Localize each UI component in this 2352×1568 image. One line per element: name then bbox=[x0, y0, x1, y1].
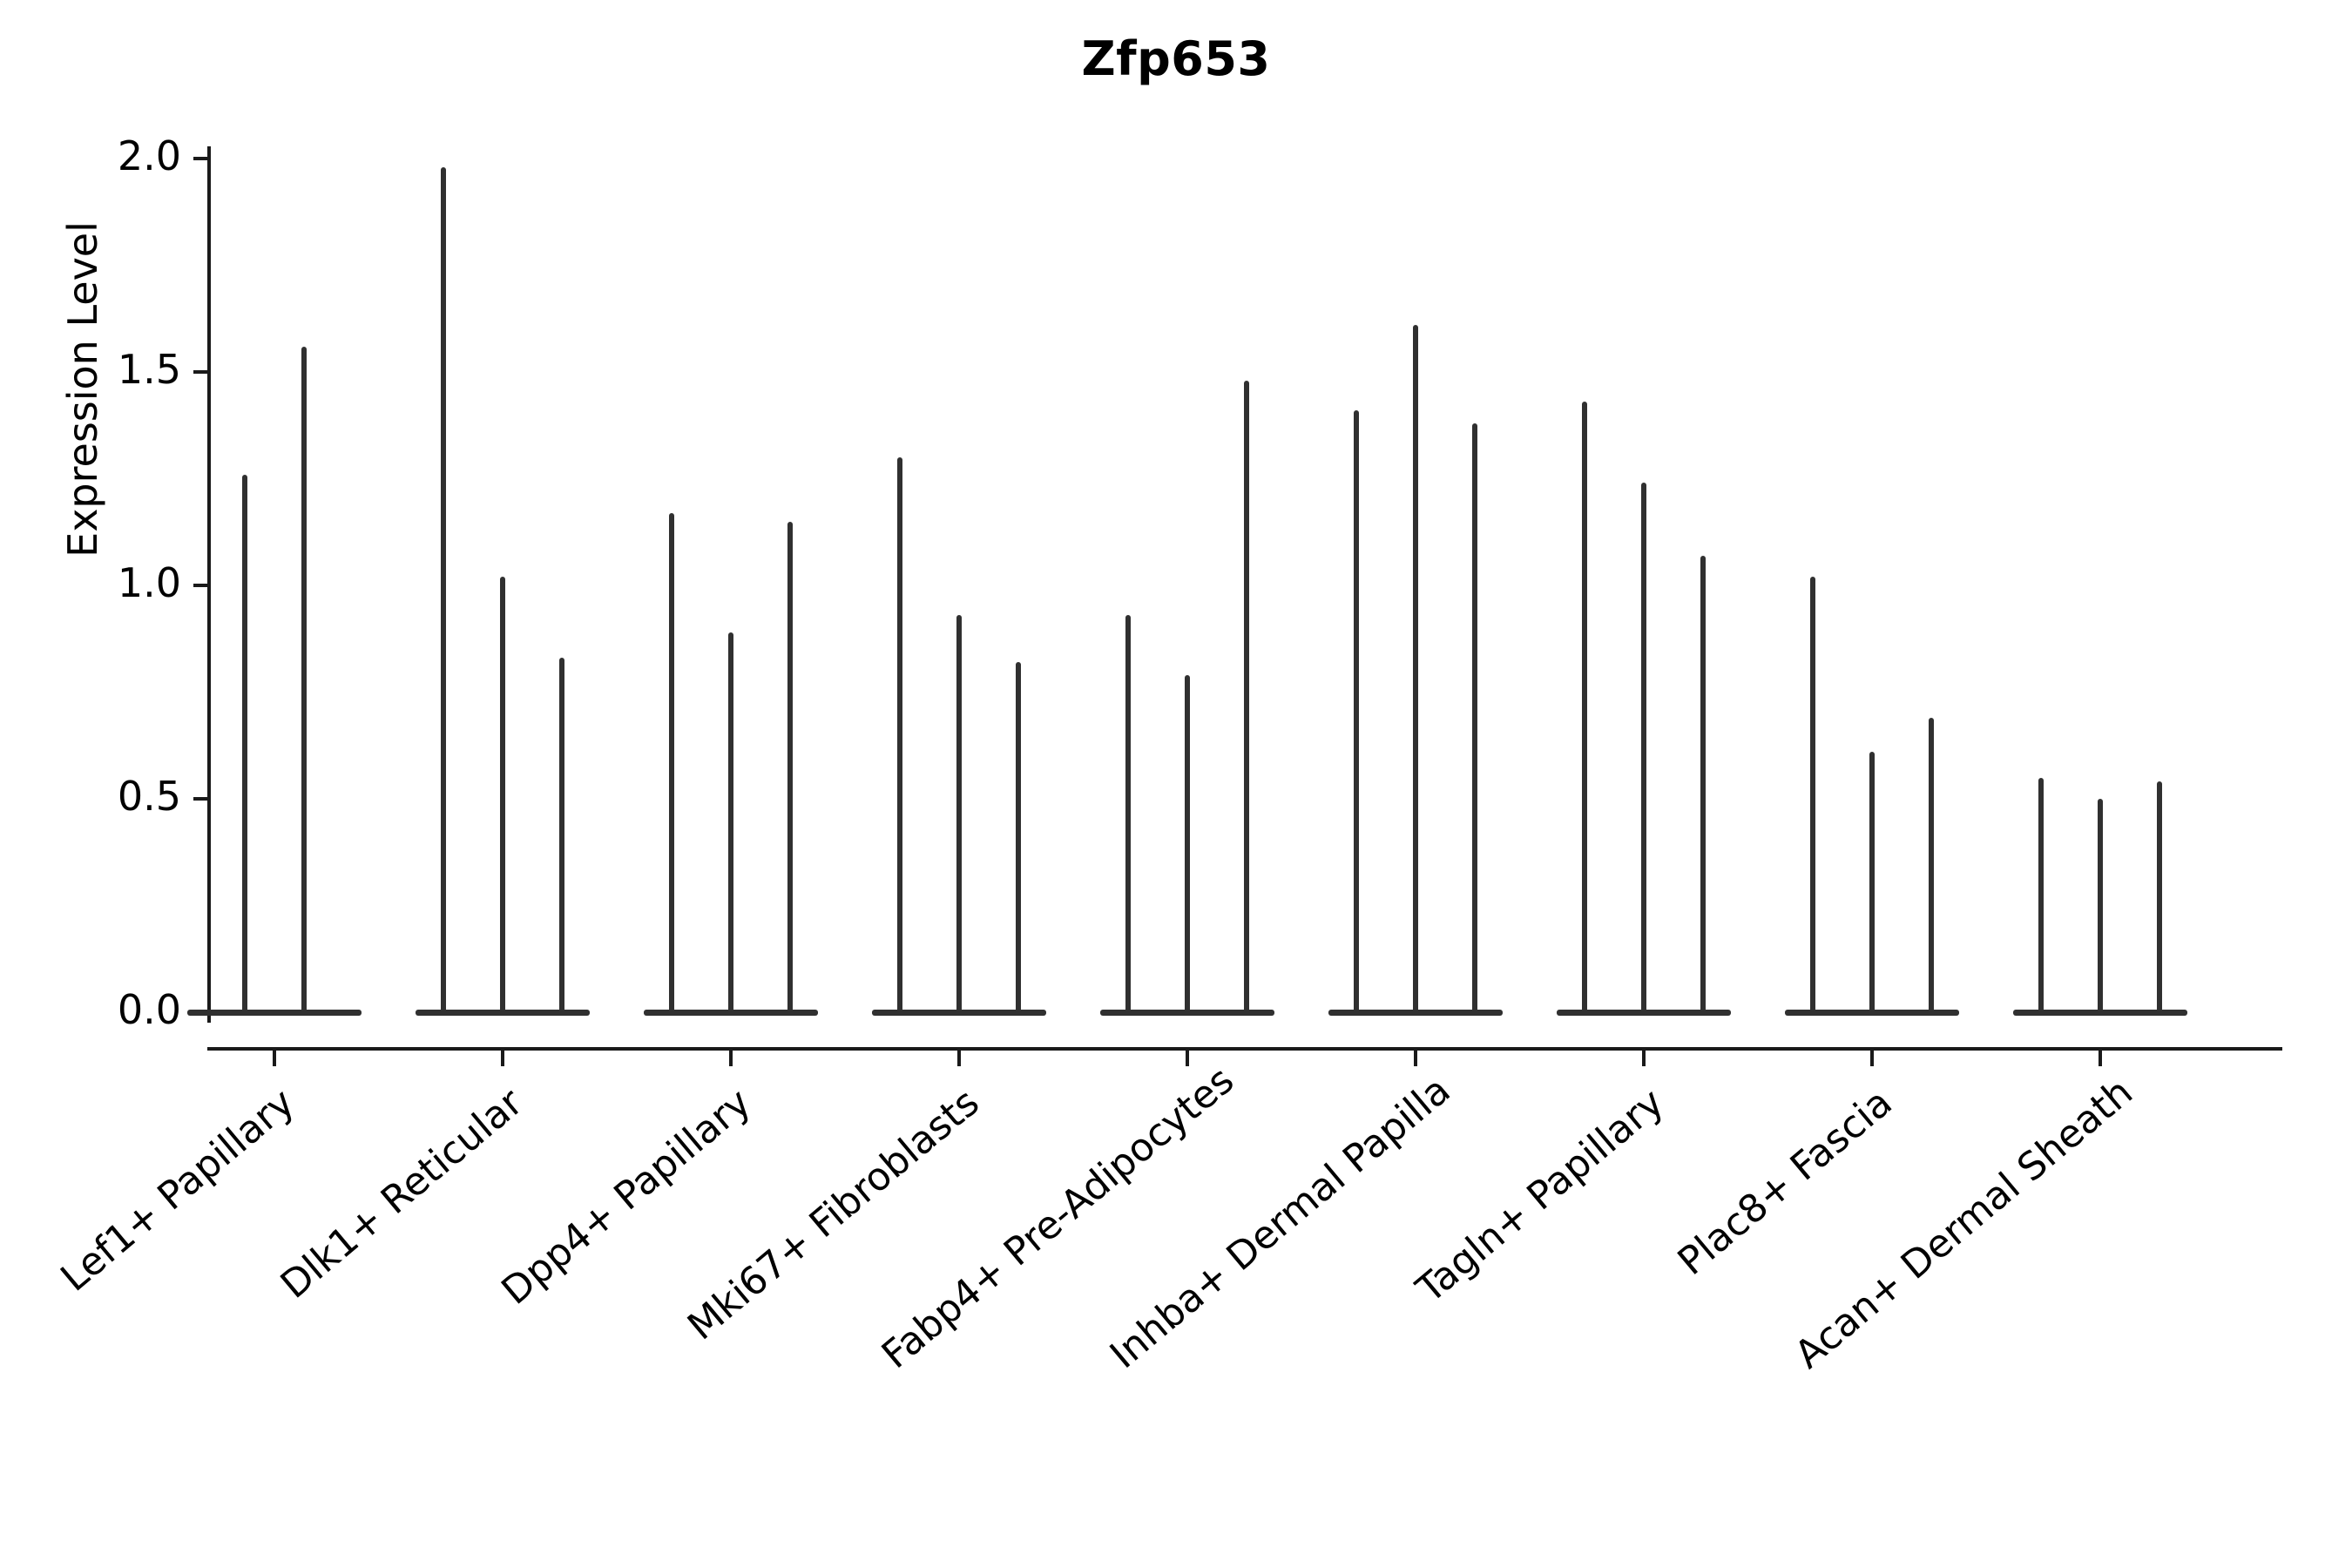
violin-body bbox=[1929, 717, 1934, 1012]
y-tick-mark bbox=[193, 584, 208, 587]
violin-body bbox=[1016, 662, 1021, 1012]
y-tick-label: 1.5 bbox=[117, 346, 181, 393]
x-tick-mark bbox=[729, 1051, 733, 1066]
violin-body bbox=[2038, 777, 2044, 1012]
y-tick-label: 0.5 bbox=[117, 773, 181, 820]
violin-body bbox=[956, 615, 962, 1012]
violin-body bbox=[787, 521, 793, 1012]
violin-body bbox=[669, 512, 674, 1012]
x-tick-mark bbox=[1186, 1051, 1189, 1066]
violin-body bbox=[1700, 555, 1706, 1012]
violin-body bbox=[1582, 402, 1587, 1012]
violin-group-baseline bbox=[416, 1010, 590, 1016]
violin-body bbox=[1413, 325, 1418, 1012]
violin-body bbox=[1354, 410, 1359, 1012]
violin-body bbox=[1472, 422, 1477, 1012]
y-axis-spine bbox=[207, 146, 211, 1023]
violin-group-baseline bbox=[1785, 1010, 1959, 1016]
y-tick-label: 2.0 bbox=[117, 132, 181, 179]
violin-body bbox=[559, 658, 564, 1012]
violin-body bbox=[728, 632, 733, 1012]
violin-body bbox=[1641, 483, 1646, 1012]
x-tick-mark bbox=[1642, 1051, 1646, 1066]
violin-group-baseline bbox=[2013, 1010, 2187, 1016]
x-tick-mark bbox=[957, 1051, 961, 1066]
x-tick-mark bbox=[1870, 1051, 1874, 1066]
violin-body bbox=[1810, 577, 1815, 1012]
violin-body bbox=[2098, 799, 2103, 1012]
y-tick-mark bbox=[193, 370, 208, 374]
y-tick-mark bbox=[193, 797, 208, 801]
violin-body bbox=[242, 474, 247, 1012]
violin-body bbox=[1125, 615, 1131, 1012]
violin-body bbox=[1185, 674, 1190, 1012]
violin-group-baseline bbox=[872, 1010, 1046, 1016]
y-tick-label: 0.0 bbox=[117, 986, 181, 1033]
page-title: Zfp653 bbox=[1081, 31, 1271, 86]
x-tick-mark bbox=[501, 1051, 504, 1066]
violin-body bbox=[1244, 380, 1249, 1012]
y-tick-mark bbox=[193, 157, 208, 160]
x-tick-mark bbox=[273, 1051, 276, 1066]
violin-group-baseline bbox=[644, 1010, 818, 1016]
violin-group-baseline bbox=[1328, 1010, 1503, 1016]
violin-body bbox=[441, 166, 446, 1012]
violin-body bbox=[2157, 781, 2162, 1012]
violin-body bbox=[500, 577, 505, 1012]
violin-group-baseline bbox=[187, 1010, 362, 1016]
x-axis-spine bbox=[207, 1047, 2282, 1051]
violin-body bbox=[1869, 752, 1875, 1012]
violin-group-baseline bbox=[1100, 1010, 1274, 1016]
violin-body bbox=[301, 346, 307, 1012]
violin-body bbox=[897, 457, 902, 1012]
x-tick-mark bbox=[2099, 1051, 2102, 1066]
violin-group-baseline bbox=[1557, 1010, 1731, 1016]
y-tick-label: 1.0 bbox=[117, 559, 181, 606]
x-tick-mark bbox=[1414, 1051, 1417, 1066]
